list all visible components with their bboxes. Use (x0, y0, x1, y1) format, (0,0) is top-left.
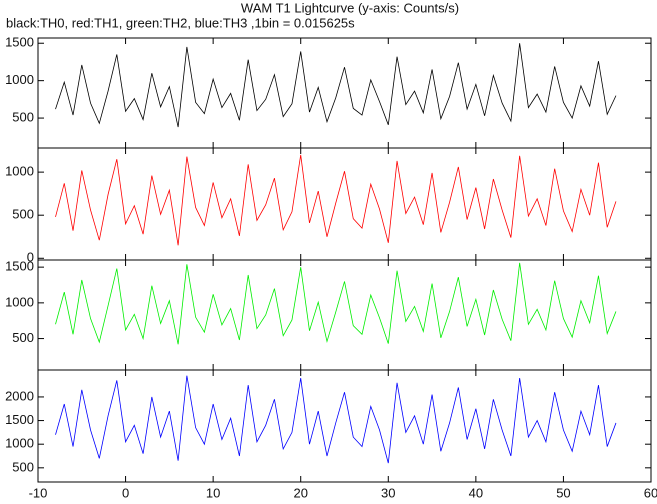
chart-title: WAM T1 Lightcurve (y-axis: Counts/s) (241, 0, 459, 15)
y-tick-label: 500 (12, 110, 34, 125)
x-tick-label: 40 (469, 485, 483, 500)
y-tick-label: 1000 (5, 72, 34, 87)
light-curve (55, 43, 617, 128)
panel-frame (37, 259, 652, 371)
y-tick-label: 1000 (5, 436, 34, 451)
y-tick-label: 1000 (5, 294, 34, 309)
y-tick-label: 1500 (5, 35, 34, 50)
panel-frame (37, 369, 652, 483)
x-tick-label: 0 (122, 485, 129, 500)
panel-frame (37, 37, 652, 149)
chart-subtitle: black:TH0, red:TH1, green:TH2, blue:TH3 … (6, 15, 355, 30)
x-tick-label: 30 (381, 485, 395, 500)
x-tick-label: 50 (556, 485, 570, 500)
y-tick-label: 500 (12, 459, 34, 474)
y-tick-label: 500 (12, 207, 34, 222)
y-tick-label: 500 (12, 330, 34, 345)
x-tick-label: -10 (29, 485, 48, 500)
light-curve (55, 375, 617, 464)
x-tick-label: 60 (644, 485, 657, 500)
light-curve (55, 154, 617, 246)
y-tick-label: 1500 (5, 412, 34, 427)
x-tick-label: 10 (206, 485, 220, 500)
y-tick-label: 0 (27, 250, 34, 265)
y-tick-label: 1000 (5, 164, 34, 179)
light-curve (55, 262, 617, 345)
y-tick-label: 2000 (5, 388, 34, 403)
y-tick-label: 1500 (5, 259, 34, 274)
x-tick-label: 20 (293, 485, 307, 500)
panel-frame (37, 147, 652, 261)
